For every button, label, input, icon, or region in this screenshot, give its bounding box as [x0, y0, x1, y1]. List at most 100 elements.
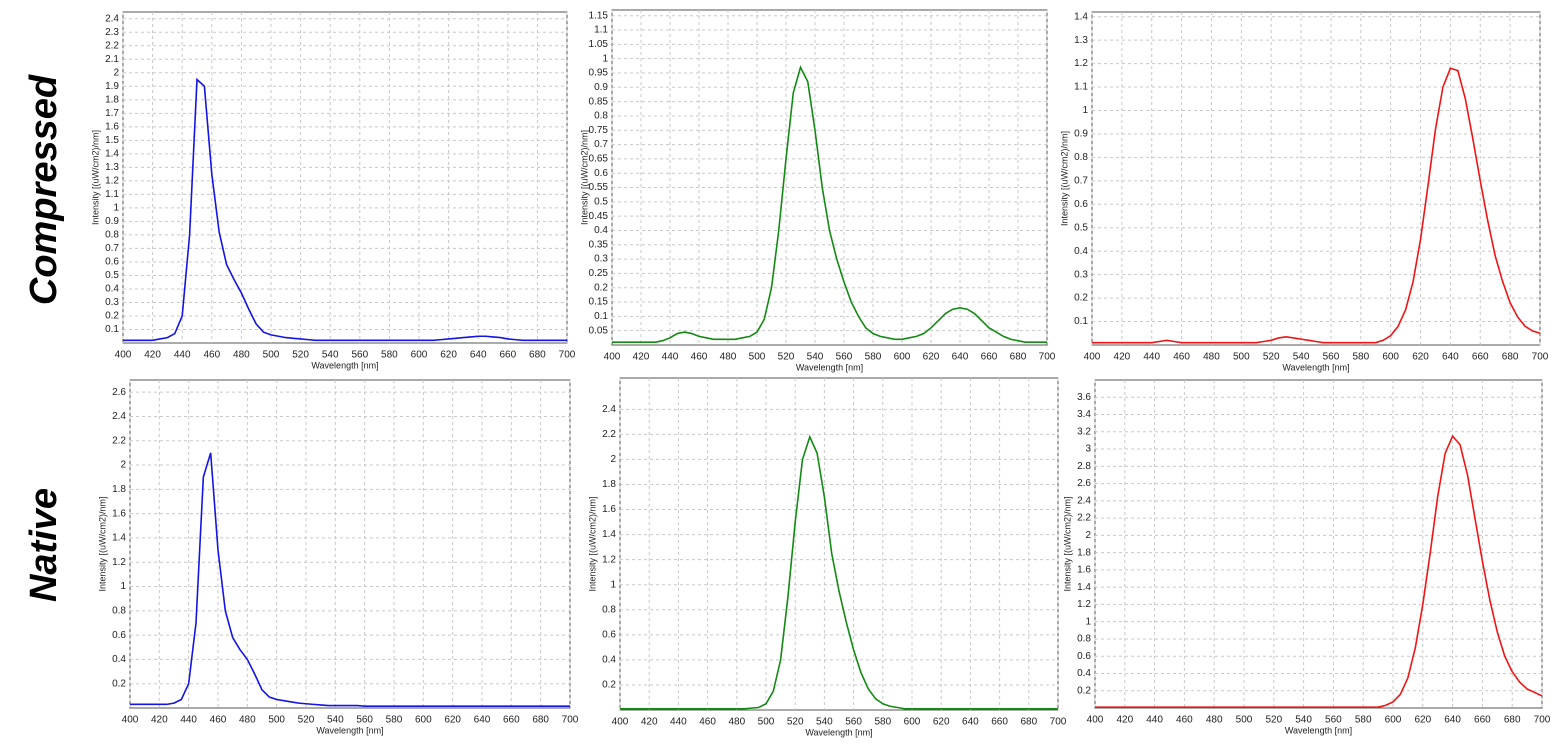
y-tick-label: 1.6	[1077, 565, 1091, 576]
spectrum-line	[123, 77, 567, 342]
y-tick-label: 1	[610, 579, 616, 590]
x-tick-label: 420	[151, 715, 168, 726]
plot-area	[1094, 379, 1543, 709]
x-tick-label: 520	[292, 350, 309, 361]
y-tick-label: 0.25	[589, 268, 609, 279]
y-tick-label: 0.6	[112, 630, 126, 641]
y-tick-label: 1.15	[589, 10, 609, 21]
x-tick-label: 440	[662, 352, 679, 363]
x-tick-label: 480	[1203, 352, 1220, 363]
y-tick-label: 1.8	[1077, 547, 1091, 558]
y-tick-label: 0.85	[589, 96, 609, 107]
y-tick-label: 1	[1085, 616, 1091, 627]
spectrum-line	[130, 452, 570, 707]
x-tick-label: 640	[962, 717, 979, 728]
x-tick-label: 520	[787, 717, 804, 728]
y-tick-label: 2.6	[1077, 478, 1091, 489]
plot-area	[122, 11, 568, 344]
x-tick-label: 700	[559, 350, 576, 361]
y-tick-label: 0.6	[1074, 199, 1088, 210]
y-tick-label: 1.9	[105, 81, 119, 92]
x-tick-label: 440	[670, 717, 687, 728]
y-tick-label: 0.4	[112, 654, 126, 665]
y-tick-label: 1	[120, 581, 126, 592]
x-tick-label: 540	[807, 352, 824, 363]
x-tick-label: 400	[122, 715, 139, 726]
spectrum-line	[620, 434, 1058, 710]
y-tick-label: 0.2	[594, 282, 608, 293]
y-tick-label: 1	[113, 203, 119, 214]
y-tick-label: 2.4	[602, 404, 616, 415]
y-tick-label: 0.6	[594, 168, 608, 179]
x-tick-label: 680	[1010, 352, 1027, 363]
x-tick-label: 600	[415, 715, 432, 726]
y-tick-label: 0.2	[1074, 293, 1088, 304]
x-tick-label: 500	[268, 715, 285, 726]
x-axis-title: Wavelength [nm]	[796, 362, 863, 372]
y-tick-label: 0.2	[105, 311, 119, 322]
y-tick-label: 1.2	[1077, 599, 1091, 610]
x-axis-title: Wavelength [nm]	[1282, 362, 1349, 372]
y-tick-label: 3.2	[1077, 426, 1091, 437]
x-tick-label: 600	[1382, 352, 1399, 363]
x-tick-label: 640	[474, 715, 491, 726]
y-tick-label: 1.4	[1077, 582, 1091, 593]
y-tick-label: 0.7	[1074, 175, 1088, 186]
y-tick-label: 0.8	[594, 111, 608, 122]
y-tick-label: 0.2	[1077, 685, 1091, 696]
x-tick-label: 580	[386, 715, 403, 726]
x-tick-label: 500	[1233, 352, 1250, 363]
x-tick-label: 560	[836, 352, 853, 363]
x-tick-label: 700	[562, 715, 579, 726]
row-label: Compressed	[23, 74, 65, 305]
x-tick-label: 420	[144, 350, 161, 361]
y-tick-label: 1.6	[105, 121, 119, 132]
plot-area	[1091, 11, 1541, 346]
x-axis-title: Wavelength [nm]	[311, 360, 378, 370]
plot-area	[619, 377, 1059, 711]
x-tick-label: 420	[1114, 352, 1131, 363]
y-tick-label: 0.4	[1074, 246, 1088, 257]
x-tick-label: 660	[991, 717, 1008, 728]
x-tick-label: 680	[1504, 715, 1521, 726]
y-axis-title: Intensity [(uW/cm2)/nm]	[1062, 496, 1072, 591]
x-tick-label: 660	[1472, 352, 1489, 363]
x-axis-title: Wavelength [nm]	[316, 725, 383, 735]
x-tick-label: 700	[1532, 352, 1549, 363]
y-tick-label: 0.4	[105, 284, 119, 295]
x-tick-label: 540	[1295, 715, 1312, 726]
x-tick-label: 480	[728, 717, 745, 728]
x-tick-label: 640	[1442, 352, 1459, 363]
x-tick-label: 400	[1084, 352, 1101, 363]
y-tick-label: 0.45	[589, 211, 609, 222]
x-tick-label: 660	[499, 350, 516, 361]
y-tick-label: 0.4	[602, 655, 616, 666]
y-axis-title: Intensity [(uW/cm2)/nm]	[587, 496, 597, 591]
y-tick-label: 1.2	[1074, 58, 1088, 69]
x-tick-label: 460	[203, 350, 220, 361]
x-tick-label: 560	[845, 717, 862, 728]
y-axis-title: Intensity [(uW/cm2)/nm]	[90, 130, 100, 225]
x-tick-label: 580	[865, 352, 882, 363]
x-axis-title: Wavelength [nm]	[1285, 725, 1352, 735]
y-tick-label: 0.9	[1074, 129, 1088, 140]
y-tick-label: 0.2	[602, 680, 616, 691]
y-tick-label: 0.8	[112, 605, 126, 616]
x-tick-label: 700	[1039, 352, 1056, 363]
y-tick-label: 3.6	[1077, 392, 1091, 403]
y-tick-label: 2.2	[112, 435, 126, 446]
x-tick-label: 620	[923, 352, 940, 363]
y-tick-label: 2.4	[1077, 495, 1091, 506]
y-tick-label: 0.15	[589, 297, 609, 308]
y-tick-label: 1.1	[105, 189, 119, 200]
x-tick-label: 460	[210, 715, 227, 726]
y-tick-label: 0.7	[594, 139, 608, 150]
y-tick-label: 0.1	[1074, 316, 1088, 327]
x-tick-label: 640	[470, 350, 487, 361]
y-tick-label: 1.3	[105, 162, 119, 173]
y-tick-label: 0.5	[105, 270, 119, 281]
y-tick-label: 0.9	[105, 216, 119, 227]
y-tick-label: 1.6	[602, 504, 616, 515]
x-tick-label: 680	[1502, 352, 1519, 363]
x-tick-label: 680	[532, 715, 549, 726]
